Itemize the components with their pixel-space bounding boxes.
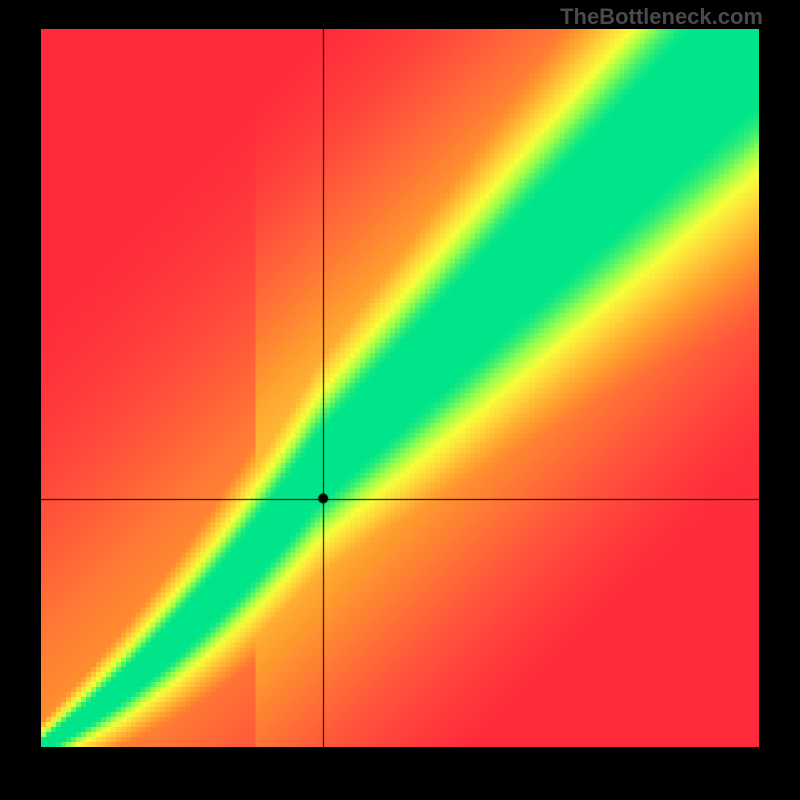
chart-container: TheBottleneck.com <box>0 0 800 800</box>
bottleneck-heatmap <box>41 29 759 747</box>
watermark-text: TheBottleneck.com <box>560 4 763 30</box>
